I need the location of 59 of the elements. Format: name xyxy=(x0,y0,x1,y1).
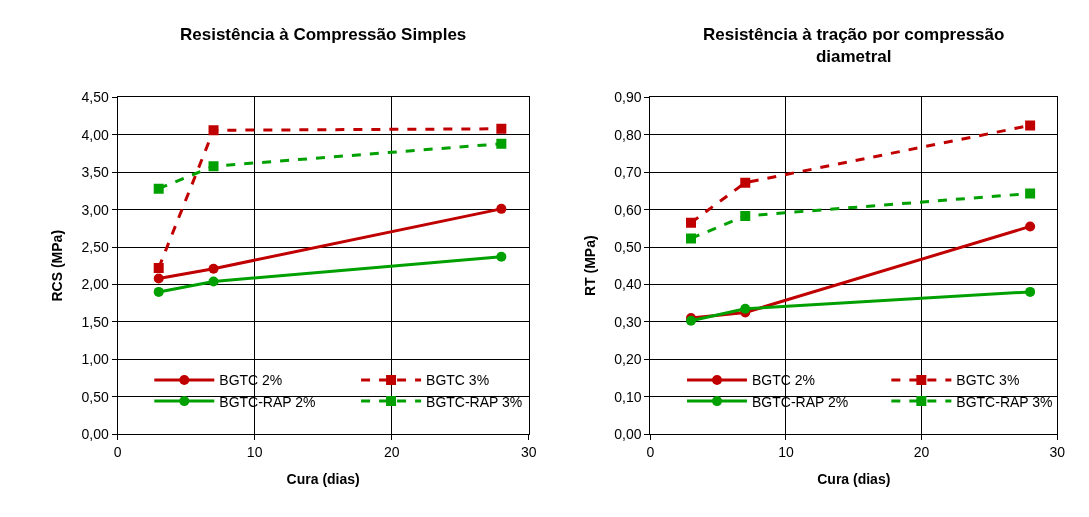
point xyxy=(153,183,164,194)
y-tick-label: 0,50 xyxy=(614,238,642,255)
y-tick-label: 0,50 xyxy=(81,388,109,405)
point xyxy=(1025,221,1036,232)
y-tick-label: 0,60 xyxy=(614,201,642,218)
y-tick-label: 3,00 xyxy=(81,201,109,218)
legend-label: BGTC 3% xyxy=(956,372,1020,389)
x-tick-label: 0 xyxy=(113,443,122,460)
y-tick-label: 0,10 xyxy=(614,388,642,405)
y-tick-label: 1,00 xyxy=(81,351,109,368)
point xyxy=(1025,120,1036,131)
point xyxy=(208,161,219,172)
y-tick-label: 0,00 xyxy=(81,425,109,442)
point xyxy=(496,138,507,149)
y-tick-label: 4,50 xyxy=(81,89,109,106)
point xyxy=(153,286,164,297)
y-tick-label: 0,20 xyxy=(614,351,642,368)
point xyxy=(496,203,507,214)
point xyxy=(208,276,219,287)
point xyxy=(1025,188,1036,199)
point xyxy=(1025,286,1036,297)
point xyxy=(496,123,507,134)
point xyxy=(740,210,751,221)
y-tick-label: 0,90 xyxy=(614,89,642,106)
point xyxy=(740,177,751,188)
y-axis-title: RT (MPa) xyxy=(581,235,598,297)
x-tick-label: 30 xyxy=(520,443,537,460)
point xyxy=(153,273,164,284)
y-tick-label: 2,50 xyxy=(81,238,109,255)
x-tick-label: 10 xyxy=(778,443,794,460)
legend-label: BGTC-RAP 3% xyxy=(956,393,1053,410)
point xyxy=(208,263,219,274)
x-tick-label: 20 xyxy=(383,443,400,460)
y-tick-label: 0,80 xyxy=(614,126,642,143)
point xyxy=(740,303,751,314)
point xyxy=(208,125,219,136)
point xyxy=(686,233,696,244)
y-axis-title: RCS (MPa) xyxy=(49,229,66,302)
x-tick-label: 0 xyxy=(646,443,655,460)
chart-title: Resistência à tração por compressão diametral xyxy=(703,25,1005,67)
point xyxy=(496,251,507,262)
x-tick-label: 30 xyxy=(1049,443,1066,460)
y-tick-label: 4,00 xyxy=(81,126,109,143)
x-axis-title: Cura (dias) xyxy=(286,471,360,488)
chart-title: Resistência à Compressão Simples xyxy=(180,25,467,44)
y-tick-label: 0,00 xyxy=(614,425,642,442)
y-tick-label: 0,70 xyxy=(614,164,642,181)
x-tick-label: 20 xyxy=(913,443,930,460)
point xyxy=(686,217,696,228)
x-tick-label: 10 xyxy=(246,443,263,460)
y-tick-label: 0,30 xyxy=(614,313,642,330)
point xyxy=(153,262,164,273)
y-tick-label: 2,00 xyxy=(81,276,109,293)
legend-label: BGTC-RAP 3% xyxy=(426,393,523,410)
legend-label: BGTC 3% xyxy=(426,372,490,389)
y-tick-label: 0,40 xyxy=(614,276,642,293)
x-axis-title: Cura (dias) xyxy=(817,471,891,488)
y-tick-label: 3,50 xyxy=(81,164,109,181)
y-tick-label: 1,50 xyxy=(81,313,109,330)
